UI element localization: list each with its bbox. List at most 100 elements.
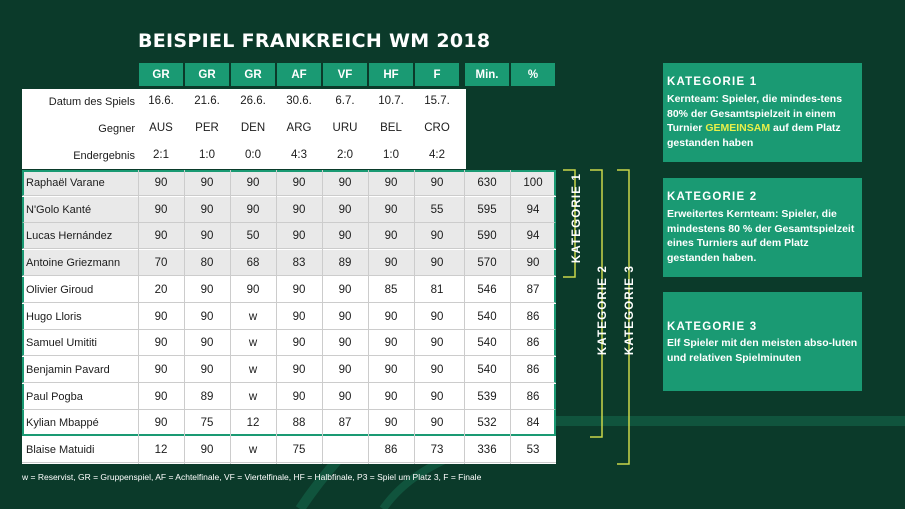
player-name: Blaise Matuidi [26, 444, 95, 456]
column-divider [322, 170, 323, 464]
table-cell: w [248, 337, 258, 350]
table-cell: 90 [292, 177, 306, 189]
table-cell: 90 [338, 283, 352, 296]
table-cell: 595 [477, 203, 497, 216]
match-result: 4:3 [291, 149, 307, 161]
table-cell: 88 [292, 417, 306, 430]
table-cell: 81 [430, 283, 444, 296]
table-row: Samuel Umititi 90 90 w 90 90 90 90 540 86 [22, 330, 556, 357]
table-cell: 20 [154, 283, 168, 296]
table-cell: 50 [246, 230, 260, 243]
match-date: 26.6. [240, 95, 266, 107]
table-cell: 532 [477, 417, 497, 430]
table-cell: 90 [338, 230, 352, 243]
table-cell: 86 [526, 390, 540, 403]
table-row: Raphaël Varane 90 90 90 90 90 90 90 630 100 [22, 170, 556, 196]
table-cell: 90 [154, 230, 168, 243]
column-divider [464, 170, 465, 464]
match-result: 1:0 [383, 149, 399, 161]
table-cell: 68 [246, 257, 260, 270]
match-date: 16.6. [148, 95, 174, 107]
table-cell: 90 [200, 444, 214, 456]
column-divider [276, 170, 277, 464]
player-name: Kylian Mbappé [26, 417, 99, 430]
table-cell: 90 [338, 363, 352, 376]
column-divider [230, 170, 231, 464]
table-cell: 90 [430, 230, 444, 243]
table-cell: 90 [246, 177, 260, 189]
table-cell: 90 [200, 283, 214, 296]
table-cell: 570 [477, 257, 497, 270]
table-row: Benjamin Pavard 90 90 w 90 90 90 90 540 86 [22, 356, 556, 383]
category-2-title: KATEGORIE 2 [667, 191, 758, 203]
table-cell: 87 [338, 417, 352, 430]
table-cell: 90 [430, 390, 444, 403]
column-divider [510, 170, 511, 464]
column-header: VF [323, 63, 367, 86]
table-cell: 12 [154, 444, 168, 456]
match-opponent: PER [195, 122, 219, 134]
table-row: Kylian Mbappé 90 75 12 88 87 90 90 532 84 [22, 410, 556, 437]
column-header: HF [369, 63, 413, 86]
player-name: Lucas Hernández [26, 230, 113, 243]
table-cell: 90 [338, 310, 352, 323]
match-info-panel: Datum des Spiels Gegner Endergebnis 16.6… [22, 89, 466, 169]
table-cell: 90 [384, 390, 398, 403]
info-label-result: Endergebnis [73, 150, 135, 162]
column-header: GR [185, 63, 229, 86]
table-cell: 90 [292, 390, 306, 403]
table-cell: 540 [477, 337, 497, 350]
match-date: 15.7. [424, 95, 450, 107]
table-cell: 90 [384, 257, 398, 270]
category-1-highlight: GEMEINSAM [705, 122, 771, 134]
table-cell: 90 [384, 230, 398, 243]
table-cell: 90 [154, 337, 168, 350]
table-cell: 90 [154, 203, 168, 216]
table-cell: 90 [430, 177, 444, 189]
column-header: GR [231, 63, 275, 86]
page-title: BEISPIEL FRANKREICH WM 2018 [138, 30, 491, 52]
table-cell: 336 [477, 444, 497, 456]
table-row: Lucas Hernández 90 90 50 90 90 90 90 590 94 [22, 223, 556, 250]
table-cell: 55 [430, 203, 444, 216]
column-divider [414, 170, 415, 464]
table-cell: 85 [384, 283, 398, 296]
match-opponent: CRO [424, 122, 450, 134]
table-cell: 90 [384, 203, 398, 216]
table-cell: 90 [292, 283, 306, 296]
table-row: Hugo Lloris 90 90 w 90 90 90 90 540 86 [22, 303, 556, 330]
match-result: 2:0 [337, 149, 353, 161]
category-2-text: Erweitertes Kernteam: Spieler, die minde… [667, 208, 855, 264]
column-header: F [415, 63, 459, 86]
table-cell: 90 [200, 310, 214, 323]
table-cell: 80 [200, 257, 214, 270]
table-cell: 539 [477, 390, 497, 403]
table-cell: w [248, 363, 258, 376]
player-name: Hugo Lloris [26, 310, 82, 323]
table-cell: w [248, 310, 258, 323]
table-cell: 90 [154, 390, 168, 403]
player-name: Antoine Griezmann [26, 257, 121, 270]
table-cell: 87 [526, 283, 540, 296]
category-1-title: KATEGORIE 1 [667, 76, 758, 88]
column-header: AF [277, 63, 321, 86]
table-cell: 94 [526, 203, 540, 216]
table-cell: 90 [384, 310, 398, 323]
match-result: 0:0 [245, 149, 261, 161]
match-result: 1:0 [199, 149, 215, 161]
table-cell: 90 [292, 230, 306, 243]
table-cell: 90 [154, 310, 168, 323]
table-cell: 86 [526, 337, 540, 350]
table-cell: 90 [292, 337, 306, 350]
table-cell: 90 [430, 310, 444, 323]
match-opponent: ARG [286, 122, 312, 134]
table-cell: 89 [338, 257, 352, 270]
table-cell: 90 [430, 337, 444, 350]
table-cell: 90 [338, 390, 352, 403]
table-cell: 100 [523, 177, 543, 189]
player-name: Olivier Giroud [26, 283, 94, 296]
table-row: Paul Pogba 90 89 w 90 90 90 90 539 86 [22, 383, 556, 410]
column-divider [368, 170, 369, 464]
bracket-kategorie-1 [563, 169, 576, 278]
